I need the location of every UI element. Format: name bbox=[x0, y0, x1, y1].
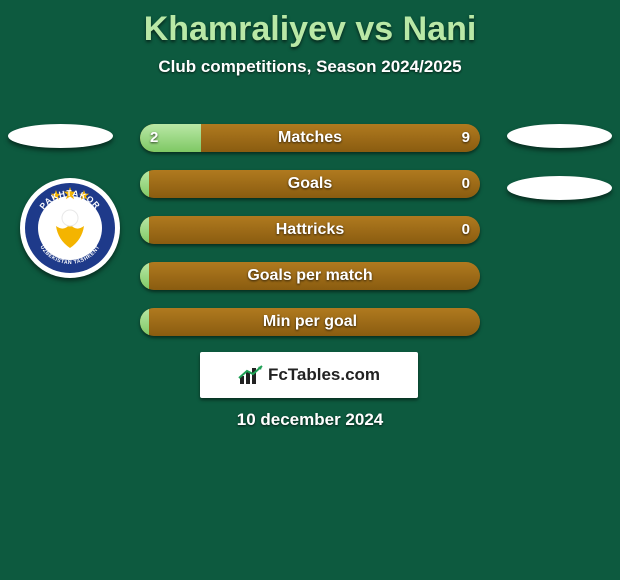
stat-bar: Goals0 bbox=[140, 170, 480, 198]
stat-bar-label: Goals per match bbox=[140, 262, 480, 290]
bar-chart-icon bbox=[238, 364, 264, 386]
stat-bar-label: Hattricks bbox=[140, 216, 480, 244]
brand-footer[interactable]: FcTables.com bbox=[200, 352, 418, 398]
stat-bar-label: Min per goal bbox=[140, 308, 480, 336]
stat-bar-value-left: 2 bbox=[140, 124, 168, 152]
page-subtitle: Club competitions, Season 2024/2025 bbox=[0, 57, 620, 77]
stat-bar-label: Goals bbox=[140, 170, 480, 198]
club-right-badge-placeholder bbox=[507, 176, 612, 200]
stat-bar-value-right: 9 bbox=[452, 124, 480, 152]
stat-bar: Min per goal bbox=[140, 308, 480, 336]
stat-bar-value-right: 0 bbox=[452, 170, 480, 198]
stat-bar: Goals per match bbox=[140, 262, 480, 290]
stat-bar: Matches2 9 bbox=[140, 124, 480, 152]
comparison-bars: Matches29Goals0Hattricks0Goals per match… bbox=[140, 124, 480, 354]
stat-bar-value-right: 0 bbox=[452, 216, 480, 244]
club-left-crest: PAKHTAKOR UZBEKISTAN TASHKENT bbox=[20, 178, 120, 278]
pakhtakor-crest-icon: PAKHTAKOR UZBEKISTAN TASHKENT bbox=[20, 178, 120, 278]
player-left-badge-placeholder bbox=[8, 124, 113, 148]
brand-label: FcTables.com bbox=[268, 365, 380, 385]
date-label: 10 december 2024 bbox=[0, 410, 620, 430]
stat-bar: Hattricks0 bbox=[140, 216, 480, 244]
stat-bar-label: Matches bbox=[140, 124, 480, 152]
page-title: Khamraliyev vs Nani bbox=[0, 0, 620, 49]
player-right-badge-placeholder bbox=[507, 124, 612, 148]
